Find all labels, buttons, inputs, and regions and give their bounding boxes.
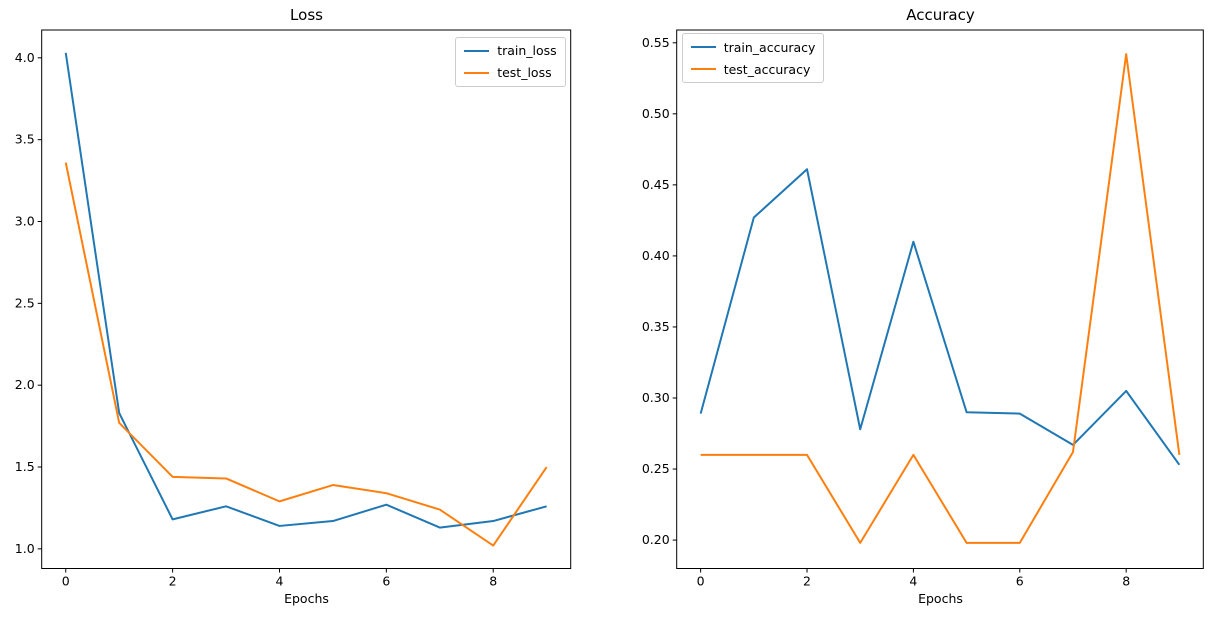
loss-axes-frame (41, 29, 572, 569)
train-loss-legend-label: train_loss (497, 43, 557, 58)
accuracy-legend: train_accuracy test_accuracy (681, 33, 825, 83)
test-accuracy-line (700, 53, 1181, 544)
accuracy-y-tick-label: 0.50 (642, 106, 670, 121)
train-accuracy-line (699, 168, 1181, 466)
accuracy-y-tick-label: 0.40 (642, 248, 670, 263)
train-accuracy-legend-label: train_accuracy (723, 39, 816, 55)
loss-chart-title: Loss (290, 6, 323, 24)
loss-y-tick-label: 3.0 (15, 214, 35, 229)
accuracy-legend-entry-train_accuracy: train_accuracy (690, 39, 816, 55)
accuracy-chart-title: Accuracy (906, 6, 975, 24)
train-accuracy-legend-line-icon (690, 46, 716, 48)
accuracy-x-tick-label: 6 (1016, 574, 1024, 589)
train-loss-line (64, 52, 547, 529)
loss-x-tick-label: 0 (62, 574, 70, 589)
loss-xaxis-label: Epochs (284, 591, 329, 606)
loss-y-tick-label: 1.0 (15, 541, 35, 556)
loss-x-tick-label: 2 (169, 574, 177, 589)
accuracy-y-tick-label: 0.45 (642, 177, 670, 192)
accuracy-x-tick-label: 4 (909, 574, 917, 589)
test-loss-legend-label: test_loss (497, 65, 552, 80)
test-accuracy-legend-line-icon (690, 68, 716, 70)
loss-legend-entry-train_loss: train_loss (464, 43, 557, 59)
accuracy-y-tick-label: 0.20 (642, 532, 670, 547)
accuracy-x-tick-label: 8 (1122, 574, 1130, 589)
accuracy-x-tick-label: 2 (803, 574, 811, 589)
loss-x-tick-label: 4 (276, 574, 284, 589)
loss-x-tick-label: 8 (489, 574, 497, 589)
test-loss-line (64, 162, 548, 547)
loss-legend: train_loss test_loss (455, 36, 566, 87)
accuracy-legend-entry-test_accuracy: test_accuracy (690, 61, 816, 77)
accuracy-x-tick-label: 0 (697, 574, 705, 589)
accuracy-y-tick-label: 0.35 (642, 319, 670, 334)
loss-x-tick-label: 6 (382, 574, 390, 589)
loss-y-tick-label: 2.0 (15, 377, 35, 392)
loss-y-tick-label: 4.0 (15, 50, 35, 65)
accuracy-y-tick-label: 0.30 (642, 390, 670, 405)
loss-y-tick-label: 1.5 (15, 459, 35, 474)
loss-y-tick-label: 2.5 (15, 295, 35, 310)
accuracy-xaxis-label: Epochs (918, 591, 963, 606)
accuracy-y-tick-label: 0.25 (642, 461, 670, 476)
accuracy-axes-frame (676, 29, 1204, 569)
accuracy-y-tick-label: 0.55 (642, 35, 670, 50)
train-loss-legend-line-icon (464, 49, 490, 52)
test-accuracy-legend-label: test_accuracy (723, 61, 811, 77)
loss-y-tick-label: 3.5 (15, 132, 35, 147)
loss-legend-entry-test_loss: test_loss (464, 65, 557, 81)
test-loss-legend-line-icon (464, 71, 490, 74)
